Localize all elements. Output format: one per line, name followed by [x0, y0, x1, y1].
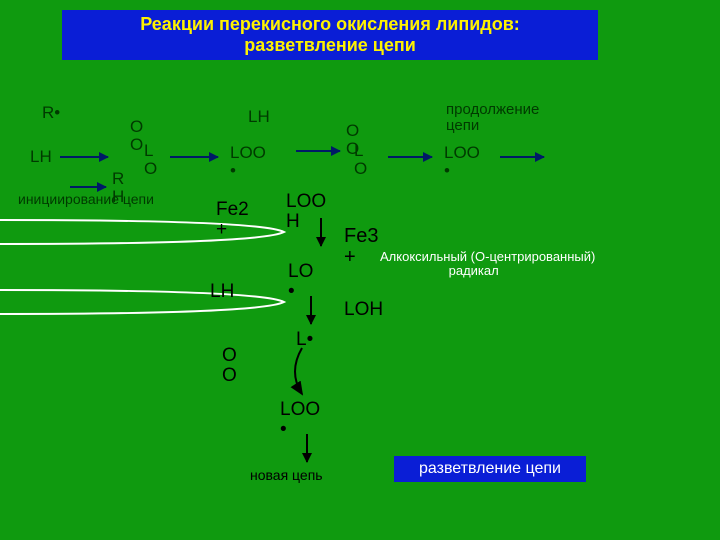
arrow-down-0: [320, 218, 322, 246]
arrow-right-3: [388, 156, 432, 158]
arrow-down-1: [310, 296, 312, 324]
label-O2-mid: O O: [222, 346, 237, 386]
label-new-chain: новая цепь: [250, 468, 323, 483]
arrow-right-4: [500, 156, 544, 158]
arrow-down-2: [306, 434, 308, 462]
label-LOO-3: LOO •: [280, 400, 320, 440]
arrow-right-5: [70, 186, 106, 188]
label-L-radical-mid: L•: [296, 330, 313, 350]
label-Fe3: Fe3 +: [344, 226, 378, 268]
branching-badge: разветвление цепи: [394, 456, 586, 482]
label-Fe2: Fe2 +: [216, 200, 249, 240]
arrow-right-0: [60, 156, 108, 158]
arrow-right-1: [170, 156, 218, 158]
curve-swooshes: [0, 0, 720, 540]
label-LOH: LOH: [344, 300, 383, 320]
branching-badge-text: разветвление цепи: [419, 460, 561, 478]
label-alkoxyl: Алкоксильный (О-центрированный) радикал: [380, 250, 595, 277]
arrow-right-2: [296, 150, 340, 152]
label-LH-mid: LH: [210, 282, 234, 302]
